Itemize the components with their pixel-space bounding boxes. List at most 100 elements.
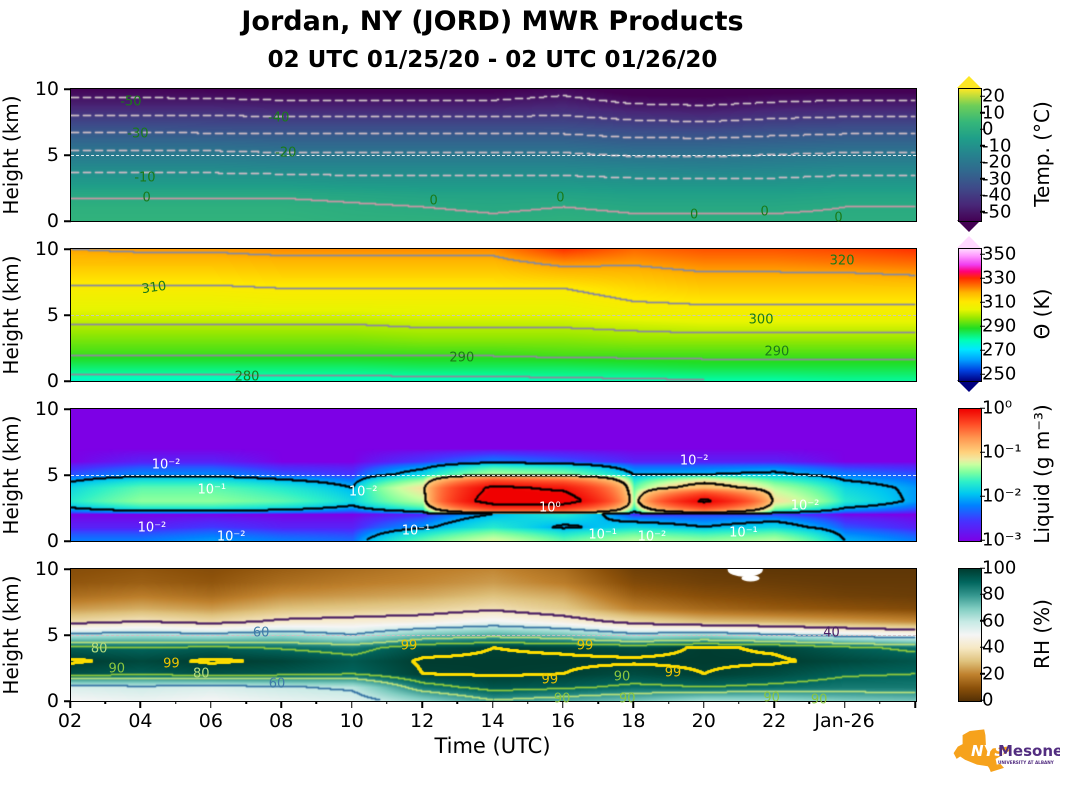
x-tick-mark <box>562 701 564 708</box>
colorbar-over-arrow <box>957 236 981 248</box>
colorbar-tick-label: -20 <box>982 151 1012 173</box>
page-title: Jordan, NY (JORD) MWR Products <box>241 6 744 37</box>
colorbar-tick-mark <box>980 95 985 97</box>
colorbar-tick-mark <box>980 277 985 279</box>
y-axis-label: Height (km) <box>0 415 23 535</box>
x-tick-label: 20 <box>691 710 716 732</box>
logo-subtext: UNIVERSITY AT ALBANY <box>998 760 1055 765</box>
y-tick-mark <box>64 154 71 156</box>
y-tick-mark <box>64 634 71 636</box>
colorbar-tick-mark <box>980 194 985 196</box>
colorbar-tick-label: 10⁻² <box>982 485 1022 507</box>
colorbar-tick-label: 40 <box>982 636 1005 658</box>
temperature-colorbar-label: Temp. (°C) <box>1030 101 1054 207</box>
y-tick-0: 0 <box>46 690 59 712</box>
y-tick-10: 10 <box>34 398 59 420</box>
y-axis-label: Height (km) <box>0 575 23 695</box>
colorbar-tick-mark <box>980 301 985 303</box>
colorbar-tick-label: 100 <box>982 557 1017 579</box>
colorbar-tick-label: 0 <box>982 118 994 140</box>
colorbar-tick-label: 330 <box>982 267 1017 289</box>
page-subtitle: 02 UTC 01/25/20 - 02 UTC 01/26/20 <box>267 47 718 73</box>
y-tick-mark <box>64 380 71 382</box>
y-tick-5: 5 <box>46 304 59 326</box>
y-tick-mark <box>64 700 71 702</box>
theta-colorbar-label: Θ (K) <box>1030 288 1054 340</box>
y-tick-mark <box>64 314 71 316</box>
y-axis-label: Height (km) <box>0 95 23 215</box>
x-tick-label: 22 <box>762 710 787 732</box>
x-tick-mark <box>667 701 670 704</box>
colorbar-tick-mark <box>980 373 985 375</box>
colorbar-tick-label: -30 <box>982 168 1012 190</box>
colorbar-tick-mark <box>980 699 985 701</box>
x-tick-mark <box>139 701 142 708</box>
temperature-panel: -50 -40 -30 -20 -10 0 0 0 0 0 0 Height (km) 10 5 0 <box>0 78 917 232</box>
y-tick-0: 0 <box>46 530 59 552</box>
colorbar-tick-mark <box>980 539 985 541</box>
x-tick-mark <box>526 701 529 704</box>
x-tick-mark <box>350 701 353 708</box>
colorbar-tick-label: 10⁰ <box>982 397 1013 419</box>
colorbar-over-arrow <box>957 76 981 88</box>
colorbar-tick-mark <box>980 620 985 622</box>
colorbar-tick-label: 10⁻³ <box>982 529 1022 551</box>
x-tick-mark <box>703 701 705 708</box>
x-tick-label: 12 <box>409 710 435 732</box>
x-tick-mark <box>632 701 635 708</box>
x-tick-mark <box>914 701 916 708</box>
liquid-panel: 10⁻² 10⁻¹ 10⁻² 10⁻² 10⁻² 10⁻¹ 10⁰ 10⁻² 10⁻² 10⁻¹ 1… <box>0 398 917 552</box>
x-tick-label: 04 <box>128 710 153 732</box>
colorbar-under-arrow <box>957 220 981 232</box>
colorbar-tick-mark <box>980 407 985 409</box>
colorbar-tick-mark <box>980 349 985 351</box>
x-tick-mark <box>104 701 106 704</box>
temperature-colorbar: 20 10 0 -10 -20 -30 -40 -50 <box>957 76 1011 232</box>
colorbar-tick-mark <box>980 593 985 596</box>
colorbar-tick-label: 0 <box>982 689 994 711</box>
colorbar-tick-mark <box>980 145 985 147</box>
y-tick-5: 5 <box>46 144 59 166</box>
x-tick-label: Jan-26 <box>814 710 875 732</box>
colorbar-tick-label: 350 <box>982 243 1017 265</box>
y-tick-10: 10 <box>34 558 59 580</box>
colorbar-tick-label: -50 <box>982 201 1012 223</box>
colorbar-tick-mark <box>980 112 985 114</box>
theta-colorbar: 350 330 310 290 270 250 <box>957 236 1016 392</box>
colorbar-tick-mark <box>980 325 985 327</box>
x-tick-mark <box>456 701 459 704</box>
x-tick-mark <box>280 701 282 708</box>
x-tick-mark <box>843 701 846 708</box>
colorbar-tick-label: 20 <box>982 663 1005 685</box>
colorbar-tick-label: 10 <box>982 102 1005 124</box>
liquid-colorbar: 10⁰ 10⁻¹ 10⁻² 10⁻³ <box>958 398 1022 551</box>
ny-state-shape <box>953 729 1010 773</box>
y-axis-label: Height (km) <box>0 255 23 375</box>
y-tick-mark <box>64 474 71 476</box>
y-tick-mark <box>64 568 71 570</box>
logo-nys-text: NYS <box>971 742 1005 760</box>
x-tick-mark <box>386 701 388 704</box>
x-tick-mark <box>808 701 811 704</box>
colorbar-gradient <box>958 248 982 382</box>
nys-mesonet-logo: NYS Mesonet UNIVERSITY AT ALBANY <box>953 729 1060 773</box>
x-tick-label: 14 <box>480 710 505 732</box>
x-tick-mark <box>245 701 247 704</box>
colorbar-tick-mark <box>980 253 985 255</box>
colorbar-tick-label: 80 <box>982 583 1005 605</box>
x-tick-label: 08 <box>269 710 294 732</box>
colorbar-tick-mark <box>980 211 985 213</box>
x-tick-mark <box>174 701 177 704</box>
colorbar-tick-label: -10 <box>982 135 1012 157</box>
x-tick-mark <box>879 701 881 704</box>
x-tick-mark <box>421 701 423 708</box>
x-tick-mark <box>773 701 775 708</box>
x-tick-label: 16 <box>550 710 575 732</box>
y-tick-10: 10 <box>34 238 59 260</box>
colorbar-gradient <box>958 408 982 542</box>
y-tick-mark <box>64 540 71 542</box>
rh-colorbar: 100 80 60 40 20 0 <box>958 558 1016 711</box>
colorbar-gradient <box>958 568 982 702</box>
colorbar-tick-label: 290 <box>982 315 1017 337</box>
